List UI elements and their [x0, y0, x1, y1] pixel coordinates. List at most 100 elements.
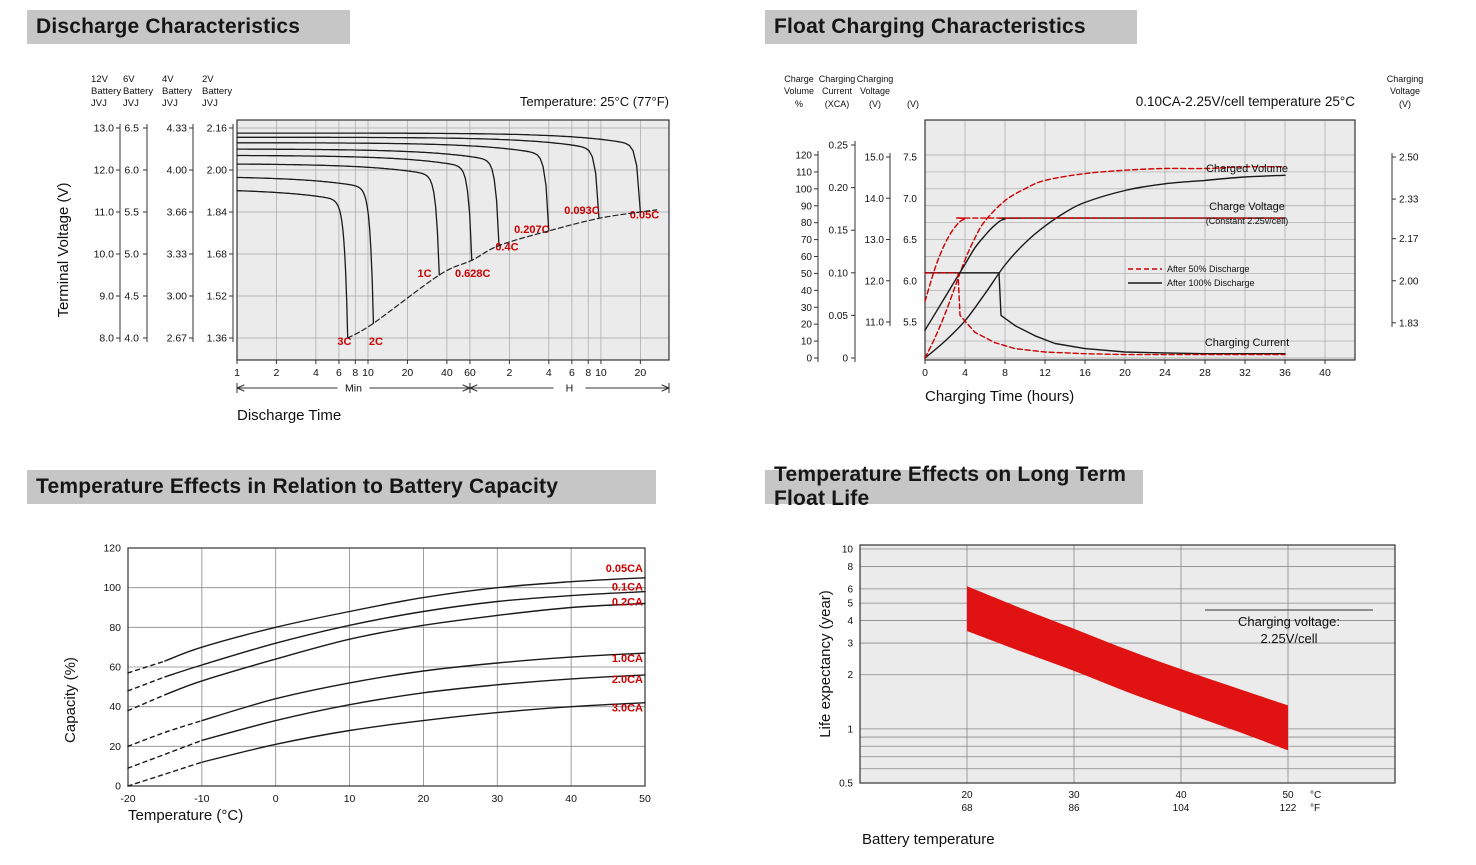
x-axis-title: Battery temperature [862, 831, 995, 848]
y-tick-label: 10 [801, 337, 813, 348]
y-tick-label: 2.67 [167, 333, 188, 345]
y-tick-label: 40 [109, 701, 121, 713]
y-tick-label: 5.0 [124, 249, 139, 261]
axis-header: Voltage [860, 86, 890, 96]
y-tick-label: 30 [801, 303, 813, 314]
plot-area [237, 120, 669, 360]
y-tick-label: 1 [847, 724, 853, 735]
x-tick-label: 2 [274, 367, 280, 379]
curve-label-2.0CA: 2.0CA [612, 674, 643, 686]
title-bar-temperature-capacity: Temperature Effects in Relation to Batte… [27, 470, 656, 504]
axis-header: Battery [202, 86, 232, 97]
section-title-float-charging: Float Charging Characteristics [774, 15, 1086, 38]
y-tick-label: 120 [103, 543, 121, 555]
axis-unit: (V) [869, 99, 881, 109]
temperature-note: Temperature: 25°C (77°F) [520, 94, 669, 109]
y-tick-label: 2.17 [1399, 234, 1419, 245]
axis-header: Charge [784, 74, 814, 84]
y-tick-label: 8 [847, 562, 853, 573]
axis-header: JVJ [202, 98, 218, 109]
label-charge-voltage: Charge Voltage [1209, 201, 1285, 213]
x-tick-label-fahrenheit: 104 [1173, 803, 1190, 814]
x-tick-label-celsius: 20 [961, 790, 973, 801]
series-xca-50 [924, 272, 1286, 356]
x-tick-label: 8 [352, 367, 358, 379]
section-title-discharge: Discharge Characteristics [36, 15, 301, 38]
y-tick-label: 40 [801, 286, 813, 297]
axis-header: 2V [202, 74, 214, 85]
y-tick-label: 14.0 [865, 194, 885, 205]
cutoff-voltage-locus [347, 209, 658, 339]
curve-0.05C [236, 132, 642, 213]
curve-dashed-0.2CA [127, 694, 166, 712]
y-tick-label: 6 [847, 584, 853, 595]
axis-header: Battery [123, 86, 153, 97]
y-tick-label: 11.0 [94, 207, 114, 219]
x-tick-label-fahrenheit: 68 [961, 803, 973, 814]
y-tick-label: 4.00 [167, 165, 188, 177]
x-tick-label: 36 [1279, 367, 1291, 379]
x-tick-label: -20 [120, 793, 135, 805]
y-tick-label: 7.5 [903, 153, 917, 164]
y-tick-label: 60 [801, 252, 813, 263]
x-tick-label: 20 [635, 367, 647, 379]
x-tick-label: 8 [585, 367, 591, 379]
curve-dashed-1.0CA [127, 719, 203, 747]
y-tick-label: 2.16 [207, 123, 228, 135]
series-pct-50 [924, 166, 1286, 359]
label-charged-volume: Charged Volume [1206, 163, 1288, 175]
axis-header: Voltage [1390, 86, 1420, 96]
y-tick-label: 5.5 [124, 207, 139, 219]
curve-2C [236, 176, 375, 324]
title-bar-discharge: Discharge Characteristics [27, 10, 350, 44]
curve-3.0CA [201, 702, 646, 763]
x-tick-label: 30 [491, 793, 503, 805]
y-tick-label: 1.52 [207, 291, 228, 303]
x-tick-label: 6 [569, 367, 575, 379]
y-tick-label: 120 [795, 151, 812, 162]
y-axis-title: Life expectancy (year) [817, 590, 834, 738]
y-tick-label: 5.5 [903, 318, 917, 329]
y-tick-label: 12.0 [94, 165, 115, 177]
y-tick-label: 0.25 [829, 141, 849, 152]
curve-3C [236, 190, 349, 339]
x-tick-label: 40 [441, 367, 453, 379]
curve-0.093C [236, 136, 600, 219]
curve-label-0.628C: 0.628C [455, 268, 491, 280]
series-pct-100 [924, 174, 1286, 359]
y-tick-label: 11.0 [865, 318, 884, 329]
y-tick-label: 0 [806, 354, 812, 365]
axis-header: 6V [123, 74, 135, 85]
x-tick-label: 10 [362, 367, 374, 379]
y-tick-label: 4.5 [124, 291, 139, 303]
curve-label-2C: 2C [369, 336, 383, 348]
temp-capacity-plot-group: -20 -10 0 10 20 30 40 50 0 20 40 60 80 100 120 0.05CA 0.… [62, 543, 651, 825]
curve-dashed-3.0CA [127, 761, 203, 787]
y-tick-label: 13.0 [865, 235, 885, 246]
x-tick-label: 20 [402, 367, 414, 379]
x-tick-label-fahrenheit: 122 [1280, 803, 1297, 814]
y-tick-label: 3 [847, 639, 853, 650]
plot-border [127, 547, 646, 787]
curve-dashed-0.1CA [127, 676, 166, 692]
curve-0.05CA [164, 577, 646, 662]
curve-label-3.0CA: 3.0CA [612, 703, 643, 715]
temperature-capacity-chart: -20 -10 0 10 20 30 40 50 0 20 40 60 80 100 120 0.05CA 0.… [62, 543, 651, 825]
x-tick-label: 8 [1002, 367, 1008, 379]
y-tick-label: 1.68 [207, 249, 228, 261]
y-tick-label: 2.33 [1399, 195, 1419, 206]
x-tick-label: 16 [1079, 367, 1091, 379]
x-tick-label: 40 [565, 793, 577, 805]
y-tick-label: 13.0 [94, 123, 115, 135]
x-unit-hours: H [566, 383, 574, 395]
plot-border [859, 544, 1396, 784]
y-tick-label: 3.66 [167, 207, 188, 219]
curve-0.2CA [164, 602, 646, 696]
x-unit-min: Min [345, 383, 362, 395]
curve-0.207C [236, 142, 550, 232]
x-tick-label: 20 [1119, 367, 1131, 379]
y-tick-label: 6.5 [124, 123, 139, 135]
section-float-charging: Float Charging Characteristics Charge Vol… [765, 10, 1470, 462]
y-tick-label: 0.5 [839, 779, 853, 790]
